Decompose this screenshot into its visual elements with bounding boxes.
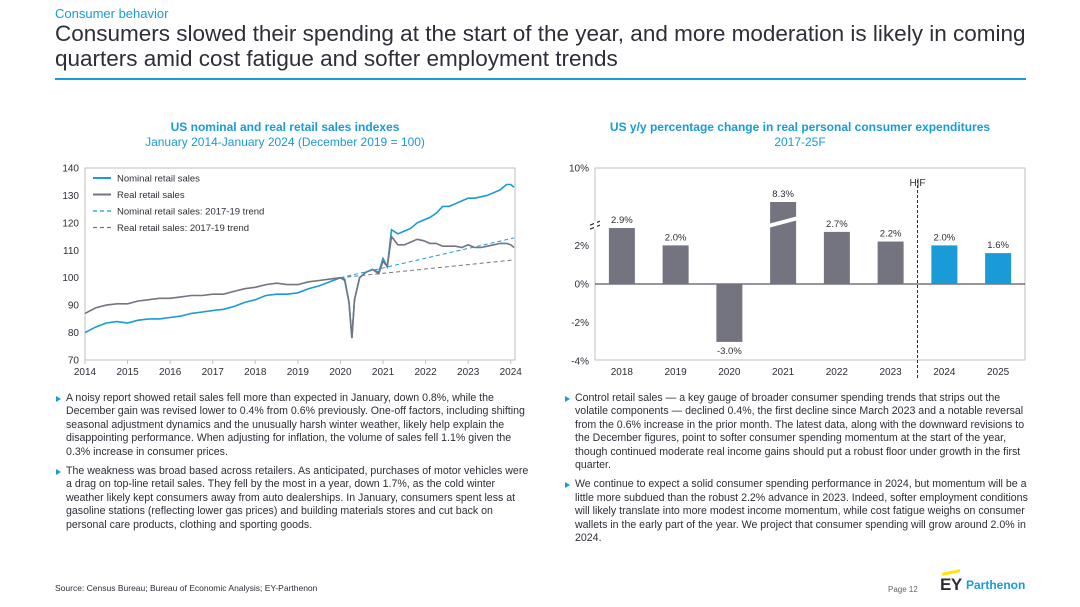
series-line-4 xyxy=(340,259,515,279)
x-tick-label: 2018 xyxy=(244,367,267,378)
right-bullet-2: We continue to expect a solid consumer s… xyxy=(564,478,1034,545)
page-title: Consumers slowed their spending at the s… xyxy=(55,21,1026,71)
source-note: Source: Census Bureau; Bureau of Economi… xyxy=(55,583,318,593)
y-tick-label: 10% xyxy=(569,164,589,175)
left-bullet-1: A noisy report showed retail sales fell … xyxy=(55,392,533,459)
axis-break-gap xyxy=(594,221,597,230)
logo-parthenon-text: Parthenon xyxy=(966,578,1026,592)
section-kicker: Consumer behavior xyxy=(55,6,169,21)
data-label-2024: 2.0% xyxy=(934,232,956,243)
series-line-3 xyxy=(340,237,515,279)
left-bullet-2: The weakness was broad based across reta… xyxy=(55,465,533,532)
plot-frame xyxy=(84,167,516,361)
left-commentary: A noisy report showed retail sales fell … xyxy=(55,392,533,538)
x-tick-label: 2023 xyxy=(880,367,903,378)
series-line-2 xyxy=(84,234,515,339)
x-tick-label: 2021 xyxy=(372,367,395,378)
y-tick-label: 2% xyxy=(575,241,590,252)
bar-2024 xyxy=(931,245,958,284)
legend-label: Real retail sales: 2017-19 trend xyxy=(117,223,249,234)
x-tick-label: 2022 xyxy=(414,367,437,378)
plot-frame xyxy=(594,167,1026,361)
x-tick-label: 2018 xyxy=(611,367,634,378)
data-label-2020: -3.0% xyxy=(717,346,742,357)
data-label-2021: 8.3% xyxy=(772,189,794,200)
x-tick-label: 2024 xyxy=(500,367,523,378)
x-tick-label: 2021 xyxy=(772,367,795,378)
x-tick-label: 2014 xyxy=(74,367,97,378)
bar-2018 xyxy=(608,228,635,284)
y-tick-label: 0% xyxy=(575,280,590,291)
y-tick-label: 140 xyxy=(62,164,79,175)
y-tick-label: 90 xyxy=(68,301,80,312)
legend-label: Real retail sales xyxy=(117,190,185,201)
page-number: Page 12 xyxy=(888,585,918,594)
data-label-2025: 1.6% xyxy=(987,240,1009,251)
x-tick-label: 2019 xyxy=(287,367,310,378)
x-tick-label: 2015 xyxy=(116,367,139,378)
ey-parthenon-logo: EY Parthenon xyxy=(940,569,1030,596)
y-tick-label: 120 xyxy=(62,218,79,229)
legend-label: Nominal retail sales: 2017-19 trend xyxy=(117,207,264,218)
left-chart-title: US nominal and real retail sales indexes… xyxy=(90,120,480,150)
y-tick-label: 130 xyxy=(62,191,79,202)
bar-2022 xyxy=(823,231,850,284)
x-tick-label: 2025 xyxy=(987,367,1010,378)
y-tick-label: 100 xyxy=(62,273,79,284)
x-tick-label: 2019 xyxy=(665,367,688,378)
left-chart-title-line2: January 2014-January 2024 (December 2019… xyxy=(145,135,425,149)
x-tick-label: 2020 xyxy=(329,367,352,378)
retail-sales-line-chart: 70 80 90 100 110 120 130 140 2014 2015 2016 2017 201… xyxy=(62,164,523,379)
y-tick-label: -2% xyxy=(571,318,589,329)
pce-bar-chart: -4% -2% 0% 2% 10% 2.9% 2018 2.0% 2019 -3.0% 2020 8.… xyxy=(569,164,1026,380)
y-tick-label: 110 xyxy=(63,246,79,257)
y-tick-label: 80 xyxy=(68,328,80,339)
x-tick-label: 2022 xyxy=(826,367,849,378)
bar-2021 xyxy=(770,202,797,284)
title-divider xyxy=(55,78,1026,80)
legend-label: Nominal retail sales xyxy=(117,174,200,185)
x-tick-label: 2017 xyxy=(202,367,225,378)
bar-2023 xyxy=(877,241,904,284)
left-chart-title-line1: US nominal and real retail sales indexes xyxy=(170,120,400,134)
x-tick-label: 2016 xyxy=(159,367,182,378)
right-bullet-1: Control retail sales — a key gauge of br… xyxy=(564,392,1034,472)
logo-ey-text: EY xyxy=(940,575,962,594)
right-commentary: Control retail sales — a key gauge of br… xyxy=(564,392,1034,551)
bar-2025 xyxy=(985,253,1012,284)
bar-2020 xyxy=(716,284,743,342)
x-tick-label: 2020 xyxy=(718,367,741,378)
right-chart-title: US y/y percentage change in real persona… xyxy=(560,120,1040,150)
data-label-2023: 2.2% xyxy=(880,229,902,240)
history-forecast-label: H|F xyxy=(910,178,926,189)
right-chart-title-line1: US y/y percentage change in real persona… xyxy=(609,120,991,134)
x-tick-label: 2023 xyxy=(457,367,480,378)
data-label-2019: 2.0% xyxy=(665,232,687,243)
right-chart-title-line2: 2017-25F xyxy=(774,135,826,149)
y-tick-label: 70 xyxy=(68,356,80,367)
x-tick-label: 2024 xyxy=(933,367,956,378)
data-label-2018: 2.9% xyxy=(611,215,633,226)
bar-2019 xyxy=(662,245,689,284)
bar-break-mark xyxy=(768,216,799,228)
data-label-2022: 2.7% xyxy=(826,219,848,230)
y-tick-label: -4% xyxy=(571,357,589,368)
